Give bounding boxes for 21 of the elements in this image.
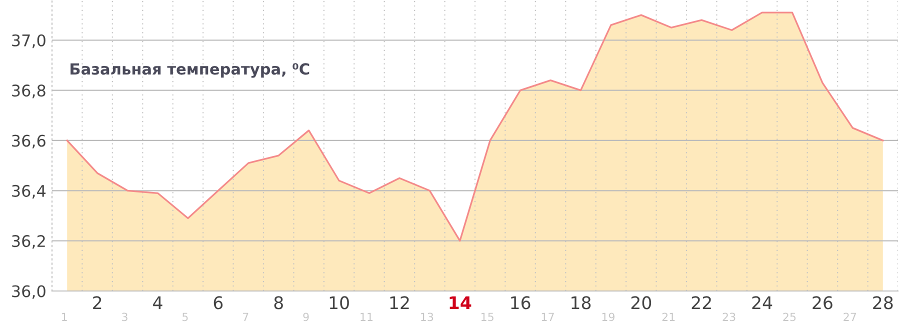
x-tick-label: 28: [873, 296, 893, 310]
x-tick-label: 26: [812, 296, 832, 310]
x-tick-label: 10: [330, 296, 349, 310]
x-tick-label: 20: [631, 296, 652, 310]
x-tick-label: 16: [511, 296, 530, 310]
y-tick-label: 36,0: [12, 285, 46, 299]
x-tick-label: 18: [572, 296, 591, 310]
x-tick-label: 6: [214, 296, 223, 310]
y-tick-label: 36,8: [12, 84, 46, 98]
x-tick-label: 14: [450, 296, 472, 310]
y-tick-label: 36,4: [12, 184, 46, 199]
x-tick-label: 22: [692, 296, 711, 310]
x-tick-label: 4: [153, 296, 162, 310]
y-tick-label: 36,2: [12, 235, 45, 249]
y-tick-label: 36,6: [12, 134, 46, 148]
x-tick-label: 2: [93, 296, 102, 310]
x-tick-label: 12: [390, 296, 409, 310]
x-tick-label: 8: [274, 296, 283, 310]
x-tick-label: 24: [752, 296, 772, 310]
y-tick-label: 37,0: [12, 34, 46, 48]
text: Базальная температура, ⁰C: [70, 63, 310, 78]
